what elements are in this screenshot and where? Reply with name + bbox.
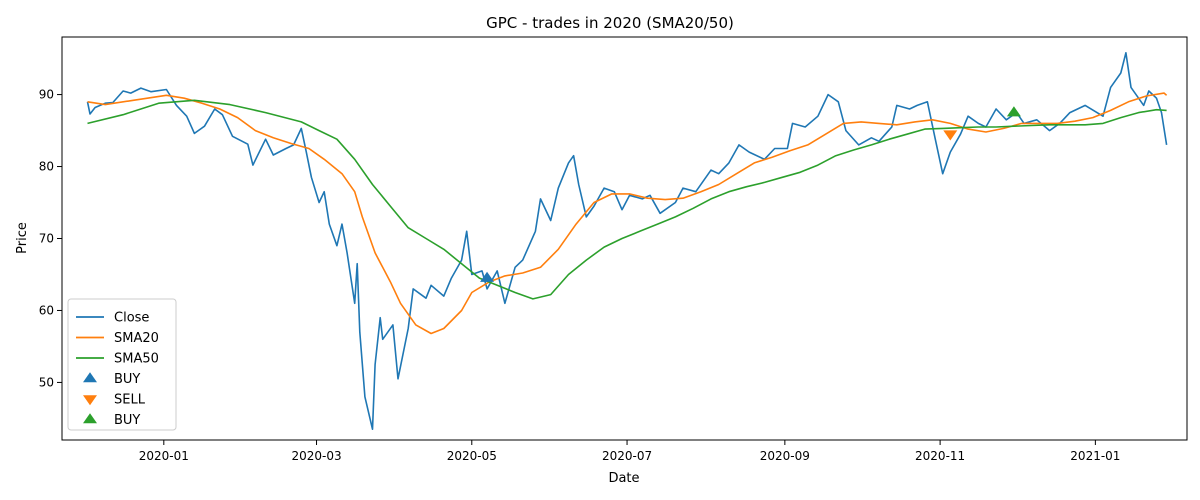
marker-layer (480, 106, 1021, 282)
legend-label: SMA20 (114, 331, 159, 346)
x-axis-label: Date (608, 471, 639, 486)
legend-label: Close (114, 311, 149, 326)
x-tick-label: 2020-05 (447, 449, 497, 463)
x-tick-label: 2020-09 (760, 449, 810, 463)
y-tick-label: 50 (39, 375, 54, 389)
series-line-sma20 (87, 92, 1168, 335)
x-tick-label: 2020-11 (915, 449, 965, 463)
series-layer (86, 51, 1168, 431)
x-tick-label: 2020-07 (602, 449, 652, 463)
series-line-close (86, 51, 1168, 431)
y-tick-label: 70 (39, 232, 54, 246)
x-axis-ticks: 2020-01 2020-03 2020-05 2020-07 2020-09 2020-… (139, 440, 1120, 463)
y-tick-label: 80 (39, 160, 54, 174)
legend: Close SMA20 SMA50 BUY SELL BUY (67, 298, 177, 431)
legend-label: BUY (114, 372, 140, 387)
legend-swatch (83, 395, 97, 406)
series-line-sma50 (87, 99, 1167, 300)
legend-label: BUY (114, 413, 140, 428)
trade-marker-sell (943, 130, 958, 141)
legend-swatch (83, 413, 97, 424)
legend-label: SELL (114, 393, 146, 408)
chart-title: GPC - trades in 2020 (SMA20/50) (486, 14, 734, 32)
y-axis-ticks: 50 60 70 80 90 (39, 88, 62, 389)
y-tick-label: 90 (39, 88, 54, 102)
legend-label: SMA50 (114, 352, 159, 367)
trade-marker-buy (1006, 106, 1021, 117)
x-tick-label: 2020-03 (291, 449, 341, 463)
x-tick-label: 2021-01 (1070, 449, 1120, 463)
y-tick-label: 60 (39, 303, 54, 317)
y-axis-label: Price (15, 222, 30, 254)
legend-swatch (83, 372, 97, 383)
x-tick-label: 2020-01 (139, 449, 189, 463)
trade-marker-buy (480, 271, 495, 282)
